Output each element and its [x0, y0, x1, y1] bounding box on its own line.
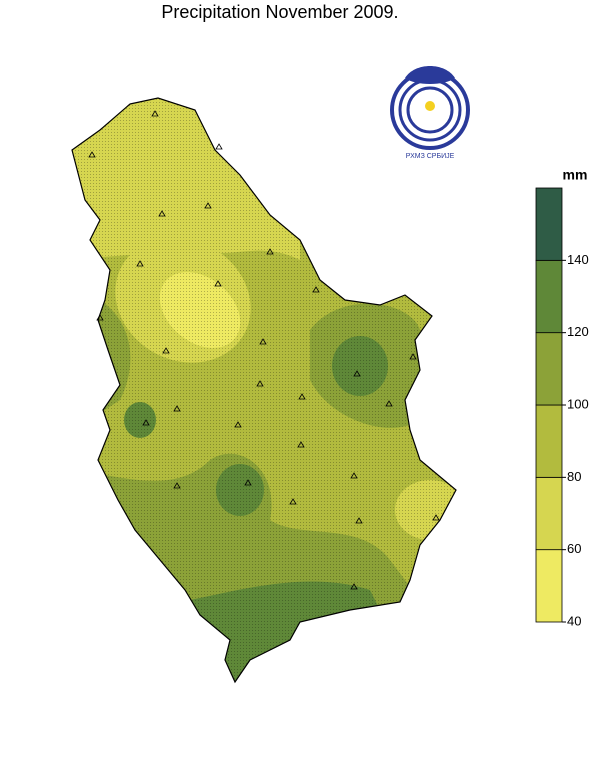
legend-band [535, 187, 563, 261]
legend-band [535, 259, 563, 334]
logo: РХМЗ СРБИЈЕ [390, 66, 470, 160]
legend-band [535, 332, 563, 406]
legend-band [535, 404, 563, 478]
legend-tick-label: 60 [567, 541, 581, 556]
logo-text: РХМЗ СРБИЈЕ [406, 153, 455, 160]
legend-band [535, 476, 563, 551]
legend-tick-label: 80 [567, 469, 581, 484]
contours [72, 98, 456, 682]
legend-tick-label: 140 [567, 252, 589, 267]
stations [88, 110, 440, 590]
legend-tick-label: 100 [567, 396, 589, 411]
map-title: Precipitation November 2009. [161, 2, 398, 22]
legend-band [535, 549, 563, 623]
legend-tick-label: 120 [567, 324, 589, 339]
legend-tick-label: 40 [567, 613, 581, 628]
legend-unit: mm [563, 167, 588, 183]
legend: mm 40 60 80 100 120 140 [535, 167, 589, 628]
